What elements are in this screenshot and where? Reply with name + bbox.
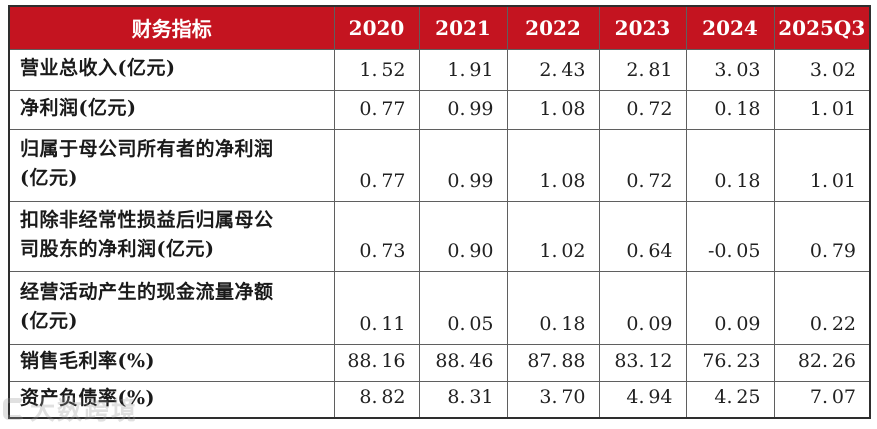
value-cell: 76. 23 — [685, 343, 775, 382]
value-cell: 88. 16 — [333, 343, 420, 382]
header-indicator: 财务指标 — [8, 5, 335, 50]
financial-indicators-table: 财务指标 2020 2021 2022 2023 2024 2025Q3 营业总… — [8, 5, 871, 419]
value-cell: 0. 18 — [685, 89, 775, 130]
value-cell: 1. 01 — [773, 89, 871, 130]
table-row: 扣除非经常性损益后归属母公 司股东的净利润(亿元) 0. 73 0. 90 1.… — [8, 200, 871, 272]
table-row: 经营活动产生的现金流量净额 (亿元) 0. 11 0. 05 0. 18 0. … — [8, 270, 871, 345]
indicator-label: 资产负债率(%) — [8, 380, 335, 418]
value-cell: 4. 25 — [685, 380, 775, 418]
table-row: 销售毛利率(%) 88. 16 88. 46 87. 88 83. 12 76.… — [8, 343, 871, 382]
value-cell: 0. 99 — [418, 128, 508, 202]
value-cell: 3. 03 — [685, 48, 775, 91]
value-cell: 2. 43 — [506, 48, 600, 91]
header-year-2020: 2020 — [333, 5, 420, 50]
value-cell: 1. 08 — [506, 128, 600, 202]
value-cell: 0. 72 — [598, 128, 687, 202]
value-cell: 1. 08 — [506, 89, 600, 130]
value-cell: 8. 82 — [333, 380, 420, 418]
table-row: 营业总收入(亿元) 1. 52 1. 91 2. 43 2. 81 3. 03 … — [8, 48, 871, 91]
header-year-2021: 2021 — [418, 5, 508, 50]
table-row: 净利润(亿元) 0. 77 0. 99 1. 08 0. 72 0. 18 1.… — [8, 89, 871, 130]
value-cell: 0. 77 — [333, 89, 420, 130]
value-cell: 8. 31 — [418, 380, 508, 418]
value-cell: 0. 09 — [685, 270, 775, 345]
value-cell: 1. 01 — [773, 128, 871, 202]
value-cell: 83. 12 — [598, 343, 687, 382]
value-cell: 82. 26 — [773, 343, 871, 382]
value-cell: 87. 88 — [506, 343, 600, 382]
indicator-label: 扣除非经常性损益后归属母公 司股东的净利润(亿元) — [8, 200, 335, 272]
value-cell: 0. 22 — [773, 270, 871, 345]
value-cell: 0. 18 — [506, 270, 600, 345]
value-cell: 7. 07 — [773, 380, 871, 418]
value-cell: 0. 77 — [333, 128, 420, 202]
value-cell: 0. 05 — [418, 270, 508, 345]
indicator-label: 净利润(亿元) — [8, 89, 335, 130]
value-cell: 0. 64 — [598, 200, 687, 272]
value-cell: -0. 05 — [685, 200, 775, 272]
indicator-label: 归属于母公司所有者的净利润 (亿元) — [8, 128, 335, 202]
value-cell: 4. 94 — [598, 380, 687, 418]
value-cell: 3. 70 — [506, 380, 600, 418]
value-cell: 1. 52 — [333, 48, 420, 91]
value-cell: 0. 11 — [333, 270, 420, 345]
value-cell: 0. 79 — [773, 200, 871, 272]
header-year-2024: 2024 — [685, 5, 775, 50]
indicator-label: 销售毛利率(%) — [8, 343, 335, 382]
value-cell: 88. 46 — [418, 343, 508, 382]
value-cell: 3. 02 — [773, 48, 871, 91]
value-cell: 0. 09 — [598, 270, 687, 345]
indicator-label: 营业总收入(亿元) — [8, 48, 335, 91]
table-row: 归属于母公司所有者的净利润 (亿元) 0. 77 0. 99 1. 08 0. … — [8, 128, 871, 202]
header-year-2023: 2023 — [598, 5, 687, 50]
value-cell: 0. 72 — [598, 89, 687, 130]
value-cell: 0. 18 — [685, 128, 775, 202]
value-cell: 1. 02 — [506, 200, 600, 272]
header-year-2022: 2022 — [506, 5, 600, 50]
header-row: 财务指标 2020 2021 2022 2023 2024 2025Q3 — [8, 5, 871, 50]
value-cell: 1. 91 — [418, 48, 508, 91]
value-cell: 0. 73 — [333, 200, 420, 272]
header-year-2025q3: 2025Q3 — [773, 5, 871, 50]
indicator-label: 经营活动产生的现金流量净额 (亿元) — [8, 270, 335, 345]
value-cell: 0. 90 — [418, 200, 508, 272]
table-row: 资产负债率(%) 8. 82 8. 31 3. 70 4. 94 4. 25 7… — [8, 380, 871, 418]
value-cell: 2. 81 — [598, 48, 687, 91]
value-cell: 0. 99 — [418, 89, 508, 130]
